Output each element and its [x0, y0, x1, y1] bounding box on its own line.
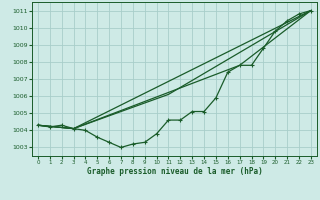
X-axis label: Graphe pression niveau de la mer (hPa): Graphe pression niveau de la mer (hPa) — [86, 167, 262, 176]
